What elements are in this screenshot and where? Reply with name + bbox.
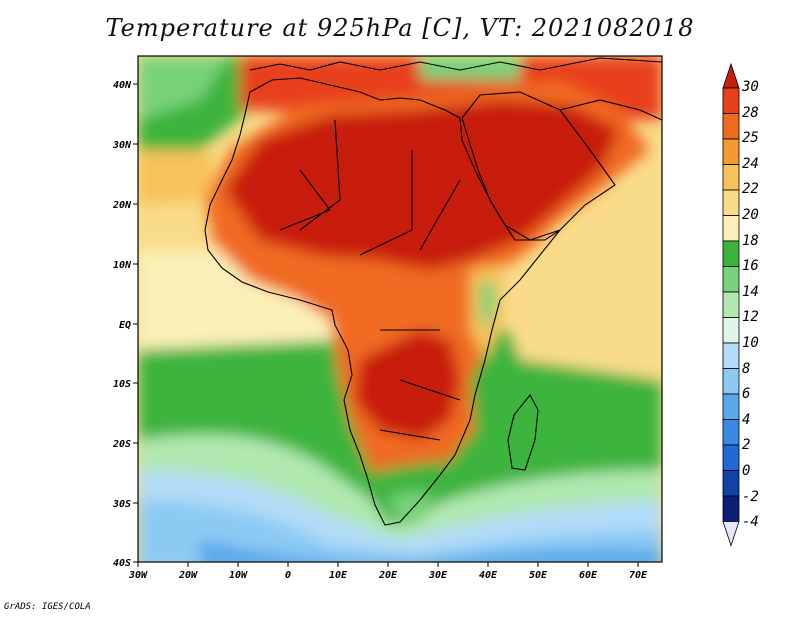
coastlines (204, 57, 662, 526)
colorbar-labels: 30 28 25 24 22 20 18 16 14 12 10 8 6 4 2… (741, 79, 759, 530)
colorbar-label: 20 (742, 207, 759, 223)
colorbar-label: 24 (742, 156, 759, 172)
colorbar-label: 16 (742, 258, 759, 274)
colorbar-label: 30 (741, 79, 759, 95)
lon-tick-label: 50E (529, 570, 548, 581)
lon-tick-label: 30W (128, 570, 148, 581)
lon-tick-label: 0 (285, 570, 291, 581)
colorbar-label: 25 (742, 130, 759, 146)
lon-tick-label: 10E (329, 570, 348, 581)
colorbar-label: 12 (742, 309, 759, 325)
colorbar-swatch (722, 495, 740, 522)
tick-marks (133, 83, 639, 567)
lat-tick-label: EQ (119, 320, 131, 331)
colorbar-label: 6 (742, 386, 750, 402)
colorbar-label: -2 (742, 489, 759, 505)
colorbar-bottom-arrow (722, 521, 740, 547)
grads-credit: GrADS: IGES/COLA (4, 602, 91, 612)
colorbar-label: 8 (742, 361, 750, 377)
lon-tick-label: 10W (229, 570, 248, 581)
lon-tick-label: 70E (629, 570, 648, 581)
colorbar-label: 28 (742, 105, 759, 121)
colorbar-swatch (722, 87, 740, 114)
lat-tick-label: 20S (112, 439, 131, 450)
colorbar-label: -4 (742, 514, 759, 530)
lon-tick-label: 60E (579, 570, 598, 581)
lon-tick-label: 20W (178, 570, 198, 581)
colorbar-swatch (722, 215, 740, 242)
colorbar-swatch (722, 470, 740, 497)
colorbar-label: 14 (742, 284, 759, 300)
colorbar-swatch (722, 291, 740, 318)
plot-frame (137, 55, 663, 563)
colorbar-swatch (722, 317, 740, 344)
lon-tick-label: 20E (378, 570, 398, 581)
colorbar-label: 10 (742, 335, 759, 351)
colorbar-swatch (722, 113, 740, 140)
colorbar-swatch (722, 393, 740, 420)
colorbar-swatch (722, 419, 740, 446)
colorbar-label: 22 (742, 181, 759, 197)
lat-tick-label: 40N (113, 80, 132, 91)
colorbar-swatch (722, 138, 740, 165)
colorbar-swatch (722, 189, 740, 216)
colorbar-swatch (722, 164, 740, 191)
lat-tick-label: 40S (113, 558, 131, 569)
colorbar-swatch (722, 240, 740, 267)
lat-tick-label: 10S (113, 379, 131, 390)
lon-tick-label: 40E (479, 570, 498, 581)
colorbar-label: 0 (742, 463, 750, 479)
colorbar-swatch (722, 444, 740, 471)
colorbar (722, 62, 740, 547)
lon-tick-label: 30E (428, 570, 448, 581)
lat-tick-label: 30N (112, 140, 132, 151)
lat-tick-label: 20N (112, 200, 132, 211)
lat-tick-label: 30S (112, 499, 131, 510)
colorbar-swatch (722, 368, 740, 395)
colorbar-swatch (722, 266, 740, 293)
map-title: Temperature at 925hPa [C], VT: 202108201… (105, 14, 695, 42)
colorbar-swatch (722, 342, 740, 369)
colorbar-label: 4 (742, 412, 750, 428)
lat-tick-label: 10N (113, 260, 132, 271)
colorbar-top-arrow (722, 62, 740, 89)
colorbar-label: 2 (742, 437, 750, 453)
colorbar-label: 18 (742, 233, 759, 249)
temperature-field (138, 56, 662, 562)
